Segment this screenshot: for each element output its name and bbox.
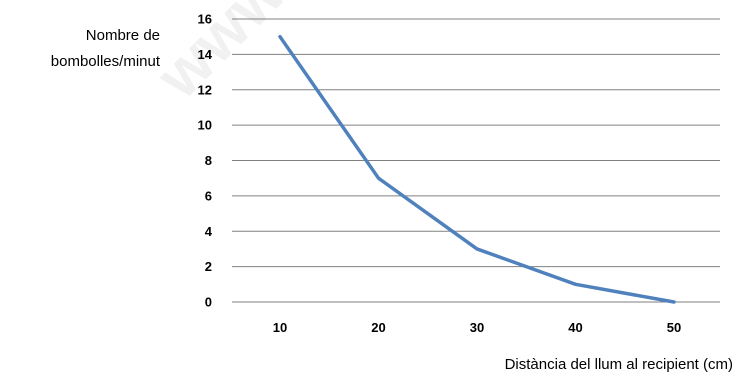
series-group [278,34,676,304]
y-tick-label: 16 [198,12,212,27]
y-axis-label-line-1: Nombre de [86,27,160,44]
y-tick-label: 4 [205,224,213,239]
data-point [475,247,479,251]
series-line [278,34,676,304]
data-point [574,283,577,286]
y-axis-ticks: 0 2 4 6 8 10 12 14 16 [198,12,213,310]
data-point [278,35,282,38]
data-point [377,176,380,180]
y-axis-label-line-2: bombolles/minut [51,53,161,70]
x-axis-label: Distància del llum al recipient (cm) [505,356,733,373]
y-tick-label: 6 [205,188,212,203]
x-tick-label: 20 [371,320,385,335]
y-tick-label: 10 [198,118,212,133]
y-tick-label: 2 [205,259,212,274]
y-tick-label: 8 [205,153,212,168]
x-tick-label: 30 [470,320,484,335]
x-tick-label: 50 [667,320,681,335]
data-point [672,300,676,304]
gridlines [232,18,720,303]
x-tick-label: 40 [568,320,582,335]
x-axis-ticks: 10 20 30 40 50 [273,320,681,335]
x-tick-label: 10 [273,320,287,335]
y-tick-label: 14 [198,47,213,62]
y-tick-label: 12 [198,82,212,97]
y-tick-label: 0 [205,295,212,310]
watermark: www [142,0,299,112]
